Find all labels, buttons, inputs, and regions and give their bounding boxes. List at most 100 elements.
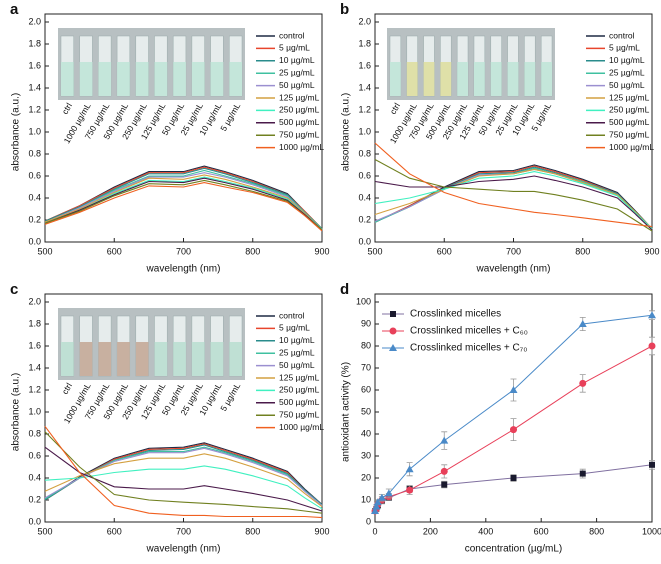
- y-tick-label: 1.2: [28, 104, 41, 114]
- series-line: [374, 171, 653, 230]
- data-point: [440, 467, 448, 475]
- legend-marker: [390, 311, 396, 317]
- panel: b 0.0 0.2 0.4 0.6 0.8 1.0 1.2 1.4 1.6 1.8 2.0 500 600…: [340, 1, 660, 275]
- x-tick-label: 200: [423, 526, 438, 536]
- y-tick-label: 50: [361, 406, 371, 416]
- y-tick-label: 0.0: [28, 236, 41, 246]
- series-line: [44, 446, 323, 512]
- inset-liquid: [457, 62, 468, 96]
- series-line: [44, 177, 323, 231]
- legend-label: Crosslinked micelles + C₇₀: [410, 343, 527, 354]
- inset-liquid: [210, 342, 224, 376]
- data-point: [441, 481, 448, 488]
- inset-liquid: [507, 62, 519, 96]
- y-tick-label: 1.0: [28, 406, 41, 416]
- y-tick-label: 10: [361, 494, 371, 504]
- y-tick-label: 100: [356, 296, 371, 306]
- inset-label: ctrl: [388, 101, 402, 116]
- series-line: [44, 447, 323, 506]
- legend-label: 750 µg/mL: [609, 129, 650, 139]
- legend-label: 1000 µg/mL: [609, 142, 654, 152]
- inset-liquid: [229, 342, 242, 376]
- legend-label: 5 µg/mL: [279, 323, 310, 333]
- y-tick-label: 90: [361, 318, 371, 328]
- y-tick-label: 1.8: [358, 38, 371, 48]
- inset-liquid: [79, 342, 93, 376]
- legend-label: 10 µg/mL: [279, 335, 315, 345]
- x-axis-label: wavelength (nm): [146, 544, 221, 555]
- y-axis-label: absorbance (a.u.): [11, 373, 22, 451]
- y-tick-label: 40: [361, 428, 371, 438]
- inset-liquid: [191, 342, 205, 376]
- inset-liquid: [117, 62, 130, 96]
- inset-label: ctrl: [60, 101, 74, 116]
- y-tick-label: 1.2: [358, 104, 371, 114]
- series-line: [374, 168, 653, 230]
- y-tick-label: 0.8: [28, 148, 41, 158]
- legend-label: 500 µg/mL: [279, 397, 320, 407]
- x-tick-label: 700: [176, 246, 191, 256]
- y-axis-label: antioxidant activity (%): [341, 362, 352, 462]
- data-point: [371, 507, 379, 514]
- inset-liquid: [173, 342, 186, 376]
- series-line: [44, 431, 323, 514]
- y-tick-label: 0: [366, 516, 371, 526]
- legend-label: 25 µg/mL: [279, 347, 315, 357]
- data-point: [373, 498, 382, 506]
- x-tick-label: 400: [478, 526, 493, 536]
- legend-marker: [389, 344, 397, 351]
- y-tick-label: 0.8: [28, 428, 41, 438]
- y-tick-label: 0.4: [28, 472, 41, 482]
- legend-label: Crosslinked micelles: [410, 309, 501, 320]
- legend-label: 750 µg/mL: [279, 129, 320, 139]
- legend-label: control: [279, 310, 305, 320]
- data-point: [510, 475, 517, 481]
- legend-label: 250 µg/mL: [279, 105, 320, 115]
- x-axis-label: concentration (µg/mL): [465, 544, 562, 555]
- inset-liquid: [524, 62, 536, 96]
- series-line: [374, 159, 653, 232]
- x-tick-label: 800: [245, 246, 260, 256]
- x-tick-label: 900: [644, 246, 659, 256]
- inset-liquid: [210, 62, 224, 96]
- series-line: [44, 442, 323, 505]
- y-tick-label: 0.2: [358, 214, 371, 224]
- y-tick-label: 1.4: [28, 362, 41, 372]
- x-axis-label: wavelength (nm): [146, 264, 221, 275]
- data-point: [372, 502, 381, 510]
- legend-label: 50 µg/mL: [609, 80, 645, 90]
- x-tick-label: 700: [506, 246, 521, 256]
- inset-liquid: [229, 62, 242, 96]
- y-tick-label: 1.4: [28, 82, 41, 92]
- series-line: [374, 175, 653, 231]
- y-tick-label: 0.6: [28, 170, 41, 180]
- legend-label: 10 µg/mL: [279, 55, 315, 65]
- y-tick-label: 30: [361, 450, 371, 460]
- legend-label: 1000 µg/mL: [279, 422, 324, 432]
- legend-label: control: [279, 30, 305, 40]
- legend-label: 25 µg/mL: [609, 67, 645, 77]
- legend-label: 250 µg/mL: [609, 105, 650, 115]
- y-tick-label: 1.8: [28, 38, 41, 48]
- y-tick-label: 0.8: [358, 148, 371, 158]
- y-tick-label: 1.2: [28, 384, 41, 394]
- x-tick-label: 500: [367, 246, 382, 256]
- series-line: [44, 425, 323, 519]
- y-tick-label: 0.0: [28, 516, 41, 526]
- y-tick-label: 80: [361, 340, 371, 350]
- legend-label: 125 µg/mL: [609, 92, 650, 102]
- x-tick-label: 600: [534, 526, 549, 536]
- data-point: [510, 426, 517, 434]
- inset-liquid: [191, 62, 205, 96]
- panel-label: d: [340, 281, 349, 298]
- data-point: [649, 461, 655, 468]
- panel: a 0.0 0.2 0.4 0.6 0.8 1.0 1.2 1.4 1.6 1.8 2.0 500 600…: [10, 1, 330, 275]
- series-line: [374, 464, 653, 512]
- series-line: [44, 176, 323, 231]
- inset-liquid: [474, 62, 485, 96]
- legend-label: 50 µg/mL: [279, 80, 315, 90]
- series-line: [374, 168, 653, 230]
- inset-liquid: [154, 62, 168, 96]
